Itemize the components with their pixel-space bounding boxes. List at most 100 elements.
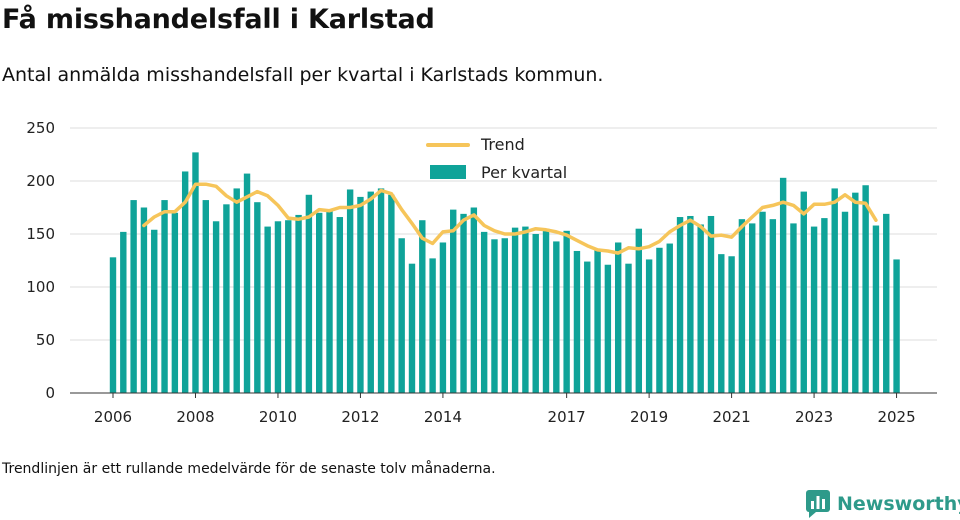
bar xyxy=(790,223,797,393)
bar xyxy=(738,219,746,393)
bar xyxy=(254,202,261,393)
bar xyxy=(872,225,880,393)
bar xyxy=(450,209,457,393)
bar xyxy=(460,213,467,393)
bar-chart-speech-icon xyxy=(806,490,830,518)
legend-trend-label: Trend xyxy=(480,135,525,154)
bar xyxy=(285,220,292,393)
bar xyxy=(676,217,684,393)
bar xyxy=(511,227,519,393)
bar xyxy=(274,221,282,393)
bar xyxy=(893,259,900,393)
x-tick-label: 2012 xyxy=(341,408,379,426)
bar xyxy=(388,194,395,393)
axes: 0 50 100 150 200 250 2006 2008 2010 2012 2014 2017 2… xyxy=(26,119,937,426)
y-tick-label: 50 xyxy=(36,331,55,349)
bar xyxy=(635,228,643,393)
legend[interactable]: Trend Per kvartal xyxy=(426,135,567,182)
bar-series xyxy=(109,152,900,393)
x-tick-label: 2021 xyxy=(713,408,751,426)
trend-line xyxy=(142,182,878,255)
bar xyxy=(357,196,364,393)
bar xyxy=(233,188,240,393)
bar-chart: 0 50 100 150 200 250 2006 2008 2010 2012 2014 2017 2… xyxy=(26,119,937,426)
bar xyxy=(779,177,787,393)
bar xyxy=(522,226,529,393)
bar xyxy=(852,192,859,393)
x-tick-label: 2017 xyxy=(548,408,586,426)
chart-subtitle: Antal anmälda misshandelsfall per kvarta… xyxy=(2,64,604,86)
bar xyxy=(346,189,354,393)
bar xyxy=(151,229,158,393)
bar xyxy=(553,241,560,393)
bar xyxy=(614,242,622,393)
bar xyxy=(264,226,271,393)
bar xyxy=(109,257,117,393)
bar xyxy=(718,254,725,393)
bar xyxy=(140,207,148,393)
x-tick-label: 2010 xyxy=(259,408,297,426)
y-tick-label: 150 xyxy=(26,225,55,243)
bar xyxy=(697,224,704,393)
bar xyxy=(326,210,333,393)
bar xyxy=(542,228,550,393)
brand-logo[interactable]: Newsworthy xyxy=(805,489,960,519)
bar xyxy=(728,256,735,393)
bar xyxy=(532,234,539,393)
bar xyxy=(470,207,478,393)
bar xyxy=(295,214,302,393)
bar xyxy=(666,243,673,393)
bar xyxy=(656,247,663,393)
bar xyxy=(594,248,601,393)
bar xyxy=(130,200,137,393)
bar xyxy=(645,259,653,393)
bar xyxy=(810,226,818,393)
bar xyxy=(862,185,869,393)
x-tick-label: 2006 xyxy=(94,408,132,426)
bar xyxy=(573,250,581,393)
y-tick-label: 250 xyxy=(26,119,55,137)
bar xyxy=(212,221,220,393)
bar xyxy=(687,215,694,393)
bar xyxy=(491,239,498,393)
bar xyxy=(161,200,168,393)
bar xyxy=(563,230,570,393)
x-tick-label: 2019 xyxy=(630,408,668,426)
bar xyxy=(439,242,447,393)
bar xyxy=(429,258,436,393)
bar xyxy=(181,171,189,393)
brand-name: Newsworthy xyxy=(837,493,960,515)
legend-bar-swatch xyxy=(430,165,466,179)
x-tick-label: 2014 xyxy=(424,408,462,426)
footnote: Trendlinjen är ett rullande medelvärde f… xyxy=(2,461,496,477)
bar xyxy=(604,264,612,393)
bar xyxy=(202,200,209,393)
bar xyxy=(243,173,251,393)
bar xyxy=(367,191,374,393)
bar xyxy=(192,152,199,393)
bar xyxy=(821,218,828,393)
chart-title: Få misshandelsfall i Karlstad xyxy=(2,4,435,35)
bar xyxy=(398,238,405,393)
bar xyxy=(223,204,230,393)
bar xyxy=(707,215,715,393)
bar xyxy=(316,212,323,393)
bar xyxy=(759,211,766,393)
bar xyxy=(769,219,777,393)
bar xyxy=(584,261,591,393)
bar xyxy=(749,223,756,393)
bar xyxy=(419,220,426,393)
x-tick-label: 2008 xyxy=(176,408,214,426)
x-tick-label: 2025 xyxy=(877,408,915,426)
bar xyxy=(501,238,508,393)
bar xyxy=(305,194,313,393)
bar xyxy=(171,212,179,393)
y-tick-label: 100 xyxy=(26,278,55,296)
x-tick-label: 2023 xyxy=(795,408,833,426)
trend-series xyxy=(142,182,878,255)
bar xyxy=(831,188,838,393)
bar xyxy=(120,231,127,393)
bar xyxy=(625,263,632,393)
bar xyxy=(480,231,488,393)
legend-bar-label: Per kvartal xyxy=(481,163,567,182)
